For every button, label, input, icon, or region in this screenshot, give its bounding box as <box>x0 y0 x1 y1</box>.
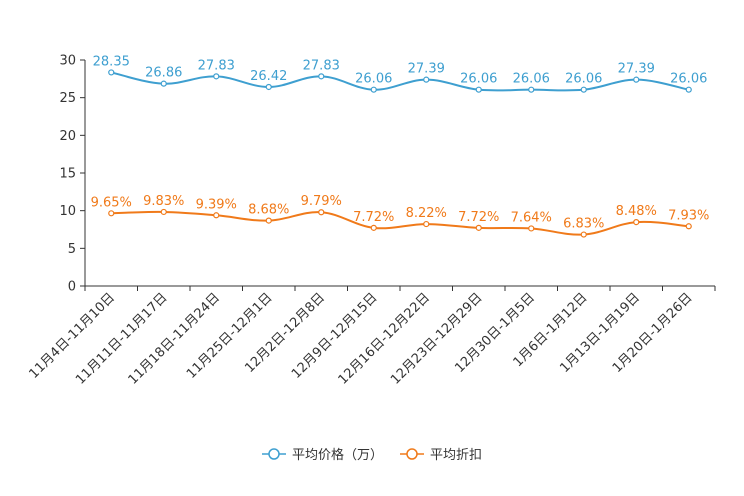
data-point <box>370 224 377 231</box>
data-label: 7.72% <box>353 210 394 225</box>
series-line <box>111 210 689 236</box>
legend-marker <box>268 448 280 460</box>
x-tick-label: 11月4日-11月10日 <box>26 290 118 382</box>
data-label: 7.64% <box>511 210 552 225</box>
series-line <box>111 71 689 92</box>
data-point <box>685 223 692 230</box>
data-point <box>108 69 115 76</box>
data-label: 9.65% <box>91 195 132 210</box>
y-tick-label: 25 <box>59 91 76 106</box>
data-label: 27.39 <box>618 62 655 77</box>
legend-item-2: 平均折扣 <box>400 448 482 463</box>
y-tick-label: 10 <box>59 204 76 219</box>
data-point <box>528 225 535 232</box>
y-tick-label: 20 <box>59 129 76 144</box>
x-tick-label: 12月16日-12月22日 <box>336 290 433 387</box>
legend-label: 平均价格（万） <box>292 447 383 463</box>
data-point <box>423 220 430 228</box>
data-label: 9.79% <box>301 194 342 209</box>
data-point <box>423 76 430 83</box>
data-label: 6.83% <box>563 217 604 232</box>
data-label: 27.83 <box>198 58 235 73</box>
data-point <box>160 80 167 87</box>
chart-series: 28.35 26.86 27.83 26.42 27.83 26.06 27.39 26.06… <box>91 54 709 238</box>
data-label: 28.35 <box>93 54 130 69</box>
data-label: 27.83 <box>303 58 340 73</box>
y-tick-label: 30 <box>59 54 76 69</box>
data-label: 26.06 <box>670 72 707 87</box>
series-2: 9.65% 9.83% 9.39% 8.68% 9.79% 7.72% 8.22% 7.72%… <box>91 194 709 238</box>
data-point <box>160 208 167 216</box>
data-point <box>370 86 377 93</box>
data-point <box>213 212 220 219</box>
data-point <box>318 209 325 216</box>
data-label: 26.06 <box>513 72 550 87</box>
data-point <box>633 219 640 226</box>
data-label: 26.06 <box>355 72 392 87</box>
x-tick-label: 12月23日-12月29日 <box>388 290 485 387</box>
series-1: 28.35 26.86 27.83 26.42 27.83 26.06 27.39 26.06… <box>93 54 707 93</box>
data-label: 26.06 <box>460 72 497 87</box>
chart-legend: 平均价格（万） 平均折扣 <box>262 447 482 463</box>
data-label: 8.68% <box>248 203 289 218</box>
data-label: 9.83% <box>143 194 184 209</box>
data-point <box>318 73 325 80</box>
y-tick-label: 15 <box>59 167 76 182</box>
x-tick-label: 11月11日-11月17日 <box>73 290 170 387</box>
data-label: 26.06 <box>565 72 602 87</box>
y-tick-label: 0 <box>68 280 76 295</box>
data-point <box>265 83 272 91</box>
data-label: 7.72% <box>458 210 499 225</box>
data-point <box>108 210 115 217</box>
data-label: 9.39% <box>196 197 237 212</box>
data-point <box>265 217 272 224</box>
legend-label: 平均折扣 <box>430 448 482 463</box>
data-label: 7.93% <box>668 208 709 223</box>
data-label: 26.42 <box>250 69 287 84</box>
data-point <box>580 86 587 93</box>
data-label: 27.39 <box>408 62 445 77</box>
data-label: 8.22% <box>406 206 447 221</box>
x-tick-label: 11月18日-11月24日 <box>126 290 223 387</box>
data-point <box>580 231 587 238</box>
data-label: 26.86 <box>145 66 182 81</box>
data-point <box>528 86 535 93</box>
data-point <box>213 73 220 80</box>
data-point <box>475 86 482 93</box>
data-point <box>685 86 692 93</box>
data-label: 8.48% <box>616 204 657 219</box>
legend-marker <box>406 448 418 460</box>
data-point <box>633 76 640 83</box>
legend-item-1: 平均价格（万） <box>262 447 383 463</box>
y-tick-label: 5 <box>68 242 76 257</box>
data-point <box>475 224 482 231</box>
